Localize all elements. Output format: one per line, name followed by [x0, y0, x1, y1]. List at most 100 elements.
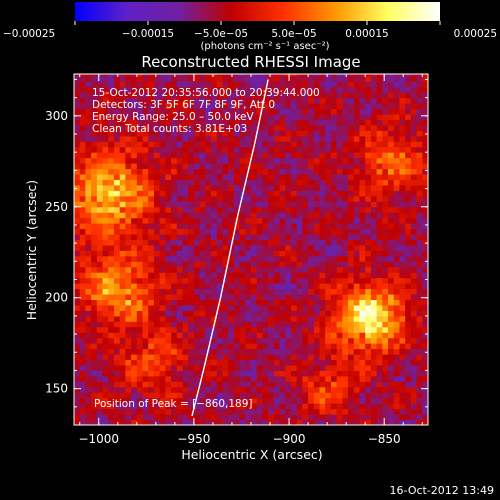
- heatmap-cell: [159, 114, 166, 120]
- heatmap-cell: [79, 234, 86, 240]
- heatmap-cell: [239, 381, 246, 388]
- heatmap-cell: [410, 288, 418, 295]
- heatmap-cell: [79, 332, 86, 339]
- heatmap-cell: [131, 174, 138, 180]
- heatmap-cell: [382, 321, 389, 328]
- heatmap-cell: [113, 135, 121, 142]
- heatmap-cell: [165, 337, 172, 344]
- heatmap-cell: [205, 97, 212, 104]
- heatmap-cell: [136, 408, 144, 415]
- heatmap-cell: [256, 408, 263, 415]
- heatmap-cell: [182, 304, 189, 311]
- heatmap-cell: [91, 146, 98, 153]
- heatmap-cell: [136, 234, 144, 240]
- heatmap-cell: [370, 250, 378, 257]
- heatmap-cell: [256, 201, 263, 208]
- heatmap-cell: [313, 414, 321, 421]
- heatmap-cell: [376, 244, 383, 251]
- heatmap-cell: [131, 103, 138, 110]
- heatmap-cell: [205, 359, 212, 366]
- heatmap-cell: [165, 75, 172, 82]
- heatmap-cell: [153, 103, 161, 110]
- heatmap-cell: [96, 195, 104, 202]
- heatmap-cell: [153, 354, 161, 361]
- heatmap-cell: [102, 201, 109, 208]
- heatmap-cell: [290, 354, 298, 361]
- heatmap-cell: [142, 234, 149, 240]
- heatmap-cell: [268, 332, 275, 339]
- heatmap-cell: [205, 119, 212, 126]
- heatmap-cell: [171, 277, 178, 284]
- heatmap-cell: [405, 272, 412, 279]
- heatmap-cell: [148, 332, 155, 339]
- heatmap-cell: [359, 370, 366, 377]
- heatmap-cell: [79, 283, 86, 290]
- heatmap-cell: [239, 299, 246, 306]
- heatmap-cell: [153, 86, 161, 93]
- heatmap-cell: [142, 332, 149, 339]
- heatmap-cell: [233, 299, 241, 306]
- heatmap-cell: [359, 152, 366, 159]
- heatmap-cell: [365, 386, 372, 393]
- heatmap-cell: [96, 381, 104, 388]
- heatmap-cell: [353, 283, 360, 290]
- heatmap-cell: [302, 288, 309, 295]
- heatmap-cell: [222, 228, 229, 235]
- heatmap-cell: [79, 141, 86, 148]
- heatmap-cell: [313, 310, 321, 317]
- heatmap-cell: [388, 103, 395, 110]
- heatmap-cell: [233, 261, 241, 268]
- heatmap-cell: [176, 114, 183, 120]
- heatmap-cell: [216, 375, 223, 382]
- heatmap-cell: [171, 354, 178, 361]
- heatmap-cell: [376, 228, 383, 235]
- heatmap-cell: [148, 397, 155, 404]
- heatmap-cell: [388, 392, 395, 399]
- heatmap-cell: [136, 277, 144, 284]
- heatmap-cell: [296, 195, 303, 202]
- heatmap-cell: [245, 332, 252, 339]
- heatmap-cell: [108, 81, 115, 88]
- heatmap-cell: [228, 419, 235, 425]
- heatmap-cell: [125, 414, 132, 421]
- heatmap-cell: [228, 184, 235, 191]
- heatmap-cell: [376, 86, 383, 93]
- heatmap-cell: [176, 228, 183, 235]
- heatmap-cell: [336, 74, 343, 77]
- heatmap-cell: [216, 414, 223, 421]
- heatmap-cell: [319, 146, 326, 153]
- heatmap-cell: [256, 354, 263, 361]
- heatmap-cell: [251, 266, 258, 273]
- heatmap-cell: [251, 337, 258, 344]
- heatmap-cell: [102, 179, 109, 186]
- heatmap-cell: [216, 228, 223, 235]
- heatmap-cell: [370, 212, 378, 219]
- heatmap-cell: [136, 315, 144, 322]
- heatmap-cell: [416, 141, 423, 148]
- heatmap-cell: [353, 174, 360, 180]
- heatmap-cell: [245, 354, 252, 361]
- heatmap-cell: [393, 141, 400, 148]
- heatmap-cell: [262, 124, 269, 131]
- heatmap-cell: [119, 212, 126, 219]
- heatmap-cell: [348, 304, 355, 311]
- heatmap-cell: [233, 283, 241, 290]
- heatmap-cell: [136, 179, 144, 186]
- heatmap-cell: [342, 419, 349, 425]
- heatmap-cell: [376, 364, 383, 371]
- heatmap-cell: [422, 332, 428, 339]
- heatmap-cell: [216, 250, 223, 257]
- colorbar-tick-label: 0.00025: [454, 28, 497, 40]
- heatmap-cell: [399, 195, 406, 202]
- heatmap-cell: [313, 184, 321, 191]
- heatmap-cell: [330, 114, 338, 120]
- heatmap-cell: [108, 277, 115, 284]
- heatmap-cell: [353, 304, 360, 311]
- heatmap-cell: [290, 283, 298, 290]
- heatmap-cell: [325, 381, 332, 388]
- heatmap-cell: [405, 234, 412, 240]
- heatmap-cell: [353, 343, 360, 350]
- heatmap-cell: [399, 163, 406, 170]
- heatmap-cell: [176, 261, 183, 268]
- heatmap-cell: [245, 157, 252, 164]
